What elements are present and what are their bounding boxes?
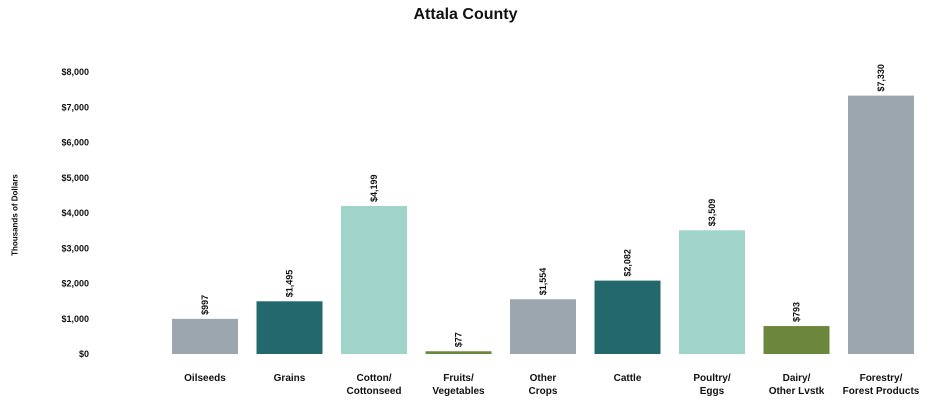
category-label: Oilseeds xyxy=(184,373,226,384)
data-label: $7,330 xyxy=(876,64,886,92)
y-tick-label: $2,000 xyxy=(61,279,89,289)
chart-title: Attala County xyxy=(413,6,518,23)
category-label: Dairy/Other Lvstk xyxy=(769,373,825,397)
data-label: $1,554 xyxy=(538,268,548,296)
category-label: Fruits/Vegetables xyxy=(432,373,485,397)
category-label: Poultry/Eggs xyxy=(693,373,730,397)
bar xyxy=(256,301,323,354)
data-label: $3,509 xyxy=(707,199,717,227)
category-label: Forestry/Forest Products xyxy=(843,373,920,397)
y-tick-label: $8,000 xyxy=(61,67,89,77)
data-label: $793 xyxy=(792,302,802,322)
bar xyxy=(510,299,576,354)
category-label: Cattle xyxy=(614,373,642,384)
bar xyxy=(763,326,830,354)
bar xyxy=(594,280,661,354)
y-tick-label: $5,000 xyxy=(61,173,89,183)
bar xyxy=(848,95,914,355)
category-label: Other Crops xyxy=(529,373,558,397)
bar xyxy=(172,318,238,354)
category-label: Cotton/Cottonseed xyxy=(347,373,402,397)
y-tick-label: $0 xyxy=(79,349,89,359)
bar xyxy=(679,230,745,354)
data-label: $2,082 xyxy=(623,249,633,277)
bar xyxy=(425,351,492,354)
y-tick-label: $1,000 xyxy=(61,314,89,324)
y-tick-label: $4,000 xyxy=(61,208,89,218)
data-label: $4,199 xyxy=(369,174,379,202)
y-tick-label: $7,000 xyxy=(61,102,89,112)
y-tick-label: $3,000 xyxy=(61,243,89,253)
bar xyxy=(341,205,407,354)
data-label: $1,495 xyxy=(285,270,295,298)
category-label: Grains xyxy=(274,373,306,384)
data-label: $997 xyxy=(200,295,210,315)
data-label: $77 xyxy=(454,332,464,347)
y-tick-label: $6,000 xyxy=(61,138,89,148)
